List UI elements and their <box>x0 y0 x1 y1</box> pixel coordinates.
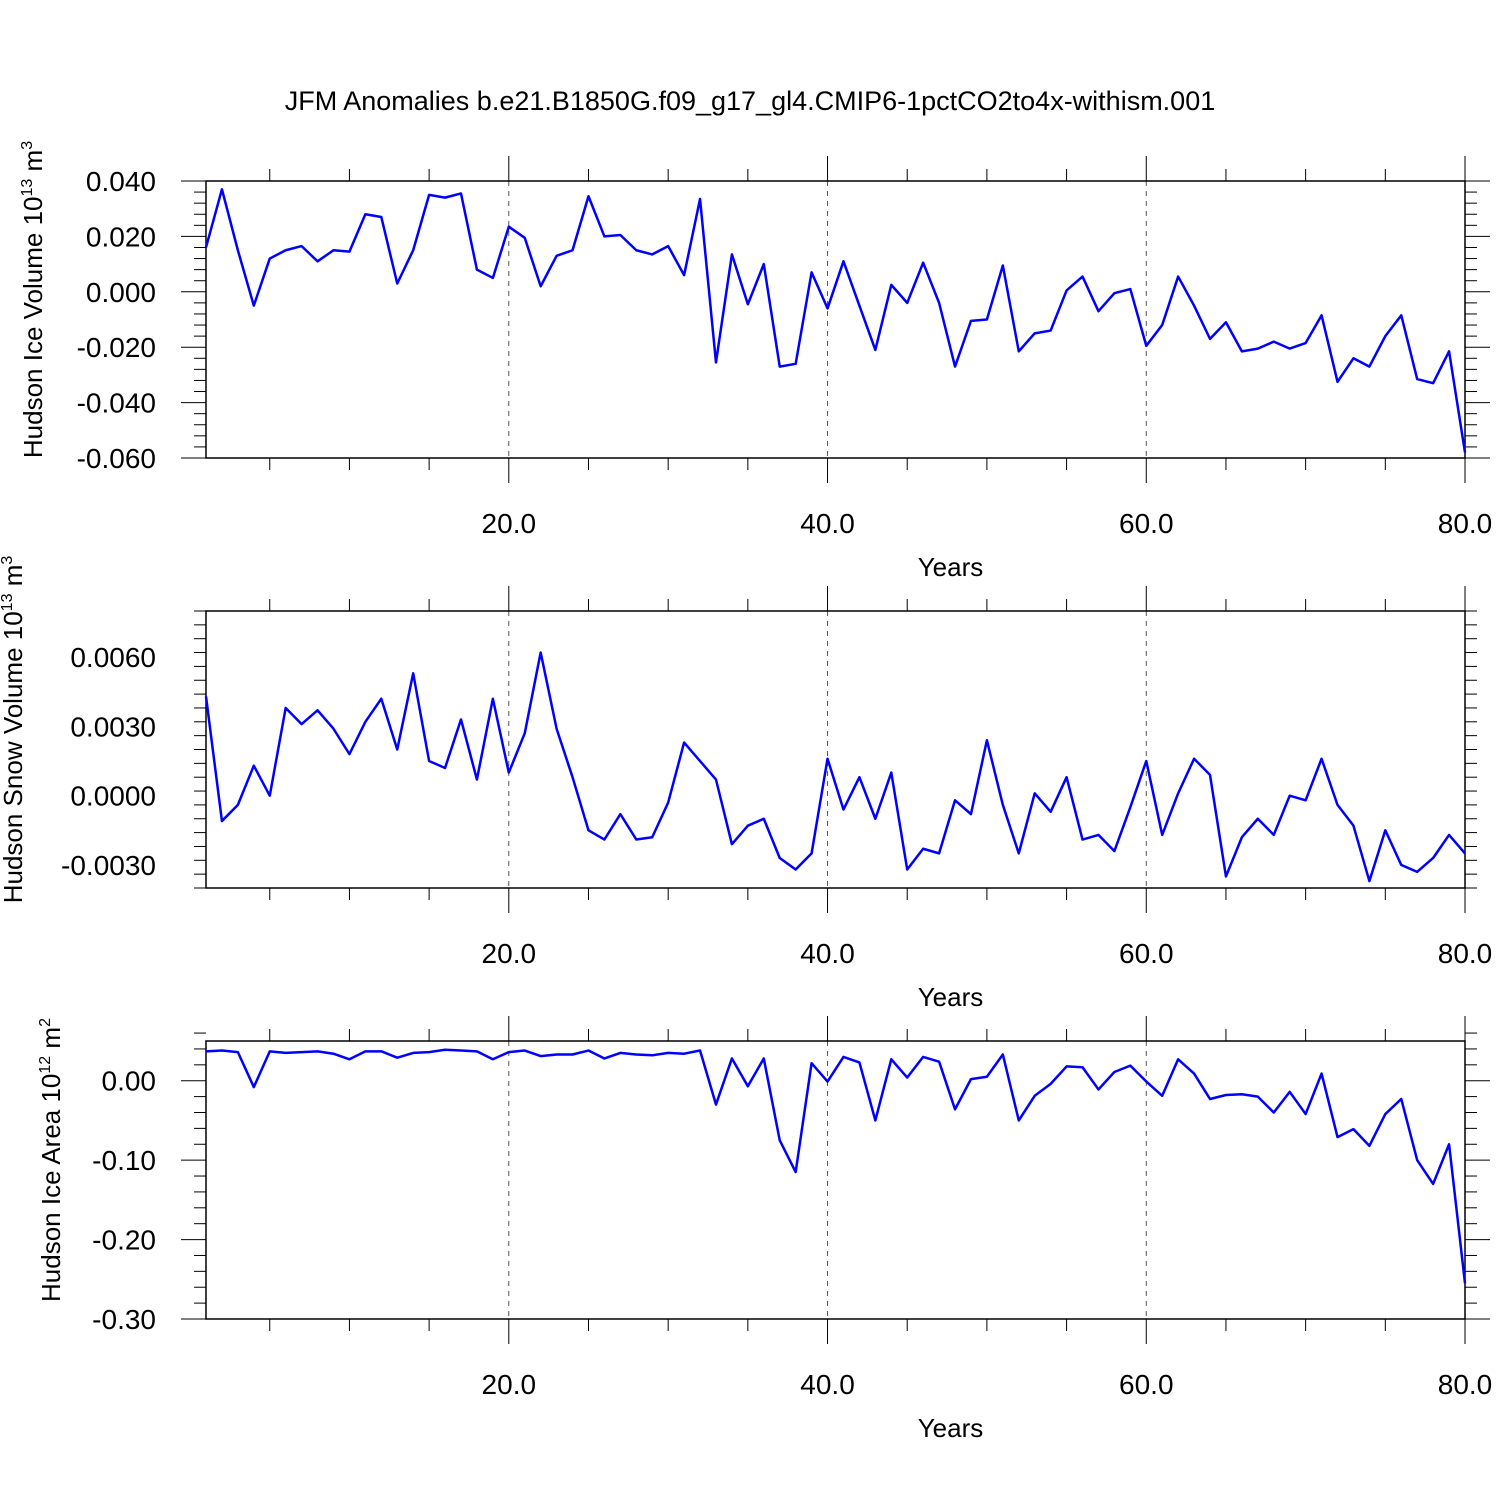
chart-panel-2: 20.0 40.0 60.0 80.0 -0.0030 0.0000 0.0030 0.006… <box>0 556 1492 1012</box>
plot-frame <box>205 1040 1466 1320</box>
x-tick-label: 60.0 <box>1119 508 1174 539</box>
chart-title: JFM Anomalies b.e21.B1850G.f09_g17_gl4.C… <box>285 86 1216 116</box>
y-tick-label: -0.20 <box>92 1225 156 1256</box>
series-line <box>205 1048 1467 1284</box>
y-axis-title: Hudson Ice Area 1012 m2 <box>36 1018 66 1302</box>
y-tick-label: 0.040 <box>86 166 156 197</box>
x-axis-title: Years <box>918 982 984 1012</box>
y-tick-label: 0.0060 <box>70 642 156 673</box>
y-tick-label: 0.0000 <box>70 781 156 812</box>
x-tick-label: 80.0 <box>1438 938 1493 969</box>
y-axis-title-unit-exponent: 3 <box>0 556 16 565</box>
y-tick-label: -0.060 <box>77 443 156 474</box>
chart-panel-1: 20.0 40.0 60.0 80.0 -0.060 -0.040 -0.020 0.000 0… <box>18 141 1492 582</box>
y-tick-label: -0.020 <box>77 332 156 363</box>
x-tick-label: 80.0 <box>1438 508 1493 539</box>
y-tick-label: -0.0030 <box>61 850 156 881</box>
y-tick-label: -0.30 <box>92 1304 156 1335</box>
y-tick-label: 0.00 <box>102 1066 157 1097</box>
y-axis-title: Hudson Ice Volume 1013 m3 <box>18 141 48 458</box>
y-axis-title-text: Hudson Snow Volume 10 <box>0 611 28 903</box>
x-tick-label: 20.0 <box>482 508 537 539</box>
x-tick-label: 60.0 <box>1119 938 1174 969</box>
y-axis-title-exponent: 12 <box>37 1056 54 1074</box>
x-tick-label: 40.0 <box>800 938 855 969</box>
x-tick-label: 40.0 <box>800 1369 855 1400</box>
plot-frame <box>205 180 1466 459</box>
y-axis-title-unit-exponent: 2 <box>37 1018 54 1027</box>
y-axis-title-unit: m <box>0 565 28 594</box>
x-tick-label: 20.0 <box>482 938 537 969</box>
x-tick-label: 40.0 <box>800 508 855 539</box>
y-axis-title-text: Hudson Ice Area 10 <box>36 1074 66 1302</box>
y-axis-title-exponent: 13 <box>19 179 36 197</box>
y-tick-label: -0.10 <box>92 1145 156 1176</box>
plot-frame <box>205 610 1466 889</box>
x-tick-label: 20.0 <box>482 1369 537 1400</box>
y-tick-label: 0.000 <box>86 277 156 308</box>
chart-panel-3: 20.0 40.0 60.0 80.0 -0.30 -0.20 -0.10 0.00 Years… <box>36 1016 1492 1443</box>
y-tick-label: 0.020 <box>86 221 156 252</box>
x-tick-label: 60.0 <box>1119 1369 1174 1400</box>
y-axis-title-unit: m <box>36 1027 66 1056</box>
y-tick-label: 0.0030 <box>70 711 156 742</box>
y-tick-label: -0.040 <box>77 388 156 419</box>
x-axis-title: Years <box>918 1413 984 1443</box>
y-axis-title: Hudson Snow Volume 1013 m3 <box>0 556 28 904</box>
x-tick-label: 80.0 <box>1438 1369 1493 1400</box>
y-axis-title-unit: m <box>18 150 48 179</box>
y-axis-title-unit-exponent: 3 <box>19 141 36 150</box>
series-line <box>204 188 1467 453</box>
y-axis-title-exponent: 13 <box>0 593 16 611</box>
x-axis-title: Years <box>918 552 984 582</box>
y-axis-title-text: Hudson Ice Volume 10 <box>18 196 48 458</box>
series-line <box>204 651 1466 883</box>
